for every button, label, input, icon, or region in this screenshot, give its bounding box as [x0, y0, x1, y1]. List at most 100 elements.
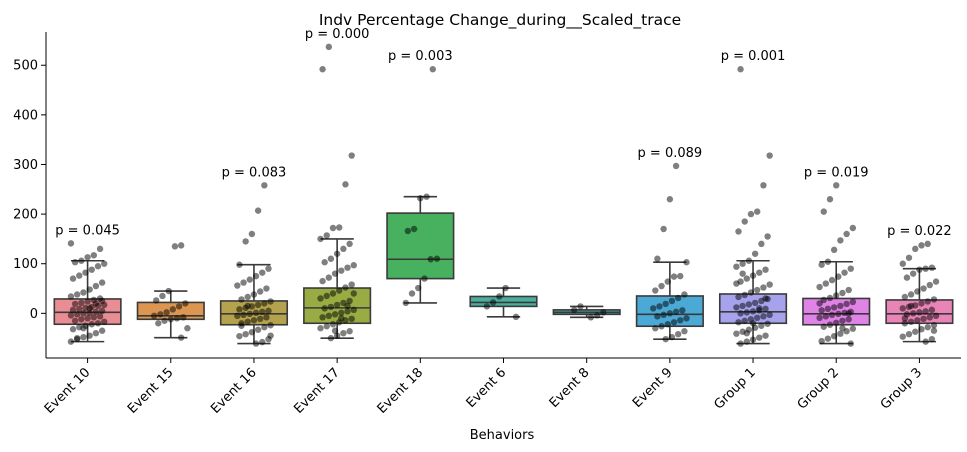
data-point — [841, 269, 848, 276]
data-point — [263, 285, 270, 292]
data-point — [754, 286, 761, 294]
data-point — [901, 315, 909, 322]
data-point — [733, 263, 740, 270]
data-point — [839, 289, 846, 297]
data-point — [658, 323, 665, 330]
data-point — [240, 279, 247, 286]
box-group — [718, 66, 788, 347]
data-point — [830, 246, 838, 254]
data-point — [350, 290, 357, 297]
data-point — [747, 289, 755, 296]
data-point — [837, 237, 844, 244]
data-point — [909, 270, 917, 277]
data-point — [238, 296, 245, 303]
data-point — [681, 328, 688, 335]
data-point — [184, 325, 191, 332]
data-point — [762, 332, 769, 339]
data-point — [86, 305, 93, 312]
data-point — [924, 324, 931, 331]
data-point — [350, 306, 357, 314]
data-point — [912, 328, 919, 335]
data-point — [256, 288, 264, 295]
data-point — [338, 267, 345, 274]
data-point — [835, 310, 842, 318]
data-point — [73, 311, 81, 318]
data-point — [71, 317, 79, 324]
data-point — [824, 335, 832, 342]
data-point — [338, 315, 345, 322]
data-point — [926, 281, 934, 289]
data-point — [346, 328, 353, 335]
data-point — [94, 320, 102, 327]
data-point — [73, 334, 81, 342]
data-point — [78, 257, 85, 264]
x-tick-label: Event 9 — [630, 365, 676, 411]
data-point — [843, 300, 850, 308]
data-point — [252, 272, 260, 280]
data-point — [417, 195, 424, 202]
data-point — [415, 284, 422, 292]
data-point — [319, 277, 326, 285]
data-point — [920, 285, 927, 292]
data-point — [67, 293, 75, 300]
data-point — [743, 309, 751, 316]
data-point — [234, 282, 241, 289]
data-point — [71, 259, 79, 266]
data-point — [683, 259, 690, 266]
data-point — [735, 293, 742, 301]
x-axis-label: Behaviors — [470, 428, 535, 443]
box-group — [885, 240, 954, 345]
data-point — [86, 309, 93, 317]
data-point — [331, 270, 339, 277]
data-point — [662, 300, 669, 308]
data-point — [86, 286, 93, 293]
data-point — [325, 43, 333, 51]
data-point — [98, 297, 106, 305]
data-point — [267, 298, 274, 305]
data-point — [73, 291, 81, 298]
data-point — [350, 262, 357, 269]
data-point — [67, 338, 75, 345]
data-point — [922, 308, 929, 315]
data-point — [325, 274, 333, 281]
data-point — [244, 318, 251, 325]
data-point — [76, 272, 83, 279]
data-point — [830, 304, 838, 311]
x-tick-label: Event 18 — [375, 365, 427, 417]
data-point — [843, 230, 850, 238]
p-value-annotation: p = 0.000 — [305, 27, 370, 42]
data-point — [80, 289, 87, 296]
data-point — [101, 318, 108, 325]
data-point — [847, 340, 854, 347]
data-point — [924, 298, 931, 305]
box-group — [802, 182, 871, 347]
data-point — [165, 287, 172, 295]
data-point — [265, 265, 272, 272]
data-point — [824, 305, 832, 313]
data-point — [733, 304, 740, 311]
data-point — [98, 307, 106, 315]
data-point — [818, 307, 825, 314]
p-value-annotation: p = 0.083 — [222, 165, 287, 180]
data-point — [914, 288, 921, 295]
data-point — [317, 235, 324, 243]
data-point — [733, 330, 740, 337]
data-point — [80, 325, 87, 332]
data-point — [816, 314, 823, 322]
data-point — [826, 321, 834, 328]
data-point — [760, 313, 767, 320]
data-point — [342, 181, 349, 188]
data-point — [319, 314, 326, 321]
y-axis-ticks: 0 100 200 300 400 500 — [13, 59, 46, 322]
data-point — [743, 338, 751, 345]
box-group — [303, 43, 372, 342]
data-point — [242, 330, 249, 338]
data-point — [662, 335, 669, 343]
data-point — [254, 301, 262, 309]
data-point — [745, 257, 753, 264]
data-point — [98, 279, 106, 286]
data-point — [818, 337, 825, 345]
data-point — [670, 273, 678, 280]
data-point — [741, 317, 748, 324]
